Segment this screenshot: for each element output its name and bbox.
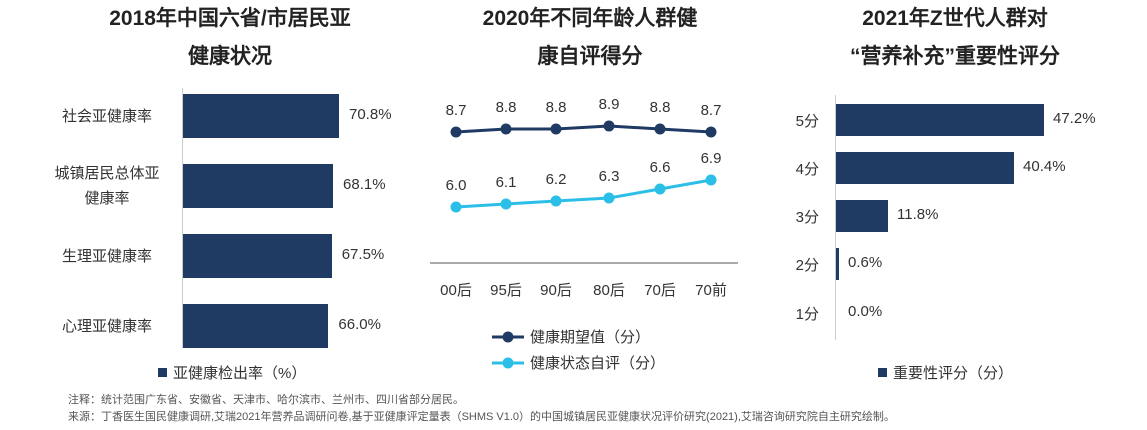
left-value-label: 66.0% xyxy=(338,316,381,333)
left-axis-line xyxy=(182,88,183,348)
middle-data-point xyxy=(550,123,562,135)
middle-x-tick-label: 90后 xyxy=(540,282,572,299)
left-chart-title: 2018年中国六省/市居民亚 健康状况 xyxy=(40,0,420,76)
middle-data-label: 6.3 xyxy=(599,168,620,185)
middle-x-tick-label: 80后 xyxy=(593,282,625,299)
right-category-label: 3分 xyxy=(795,209,819,226)
middle-data-point xyxy=(705,126,717,138)
right-title-line-1: 2021年Z世代人群对 xyxy=(862,7,1048,30)
middle-data-point xyxy=(705,174,717,186)
middle-series-line xyxy=(455,178,712,209)
middle-series-line xyxy=(455,124,712,134)
middle-data-label: 6.0 xyxy=(446,177,467,194)
left-title-line-2: 健康状况 xyxy=(188,45,272,68)
left-category-line: 生理亚健康率 xyxy=(61,247,152,265)
right-value-label: 40.4% xyxy=(1023,158,1066,175)
right-value-label: 0.0% xyxy=(848,303,883,320)
middle-data-label: 8.7 xyxy=(701,102,722,119)
right-bar xyxy=(836,248,839,280)
middle-data-label: 6.1 xyxy=(496,174,517,191)
middle-title-line-2: 康自评得分 xyxy=(537,45,643,68)
left-legend-label: 亚健康检出率（%） xyxy=(173,365,307,382)
right-title-line-2: “营养补充”重要性评分 xyxy=(850,45,1060,68)
legend-line-dot-icon xyxy=(492,331,524,342)
middle-chart-title: 2020年不同年龄人群健 康自评得分 xyxy=(405,0,775,76)
left-value-label: 67.5% xyxy=(341,246,385,263)
left-category-label: 心理亚健康率 xyxy=(42,314,172,339)
middle-data-point xyxy=(500,123,512,135)
middle-data-label: 6.6 xyxy=(650,159,671,176)
middle-data-label: 6.2 xyxy=(546,171,567,188)
left-legend: 亚健康检出率（%） xyxy=(158,362,306,383)
left-category-label: 社会亚健康率 xyxy=(42,104,172,129)
left-bar xyxy=(183,94,339,138)
legend-line-dot-icon xyxy=(492,357,524,368)
right-category-label: 4分 xyxy=(795,161,819,178)
right-category-label: 1分 xyxy=(795,306,819,323)
left-value-label: 68.1% xyxy=(343,176,386,193)
right-value-label: 11.8% xyxy=(897,206,939,223)
left-category-line: 社会亚健康率 xyxy=(61,107,152,125)
source-note: 来源：丁香医生国民健康调研,艾瑞2021年营养品调研问卷,基于亚健康评定量表（S… xyxy=(68,411,895,423)
middle-data-label: 8.8 xyxy=(650,99,671,116)
middle-data-label: 8.9 xyxy=(599,96,620,113)
middle-data-label: 8.8 xyxy=(546,99,567,116)
middle-x-tick-label: 70前 xyxy=(695,282,727,299)
right-value-label: 47.2% xyxy=(1053,110,1096,127)
right-value-label: 0.6% xyxy=(848,254,883,271)
middle-data-point xyxy=(654,123,666,135)
middle-data-point xyxy=(450,126,462,138)
left-value-label: 70.8% xyxy=(349,106,392,123)
middle-data-label: 8.8 xyxy=(496,99,517,116)
footnote: 注释：统计范围广东省、安徽省、天津市、哈尔滨市、兰州市、四川省部分居民。 xyxy=(68,394,464,406)
right-category-label: 5分 xyxy=(795,113,819,130)
left-category-line: 健康率 xyxy=(84,190,130,207)
left-category-label: 城镇居民总体亚 健康率 xyxy=(42,161,172,211)
left-bar xyxy=(183,234,332,278)
middle-title-line-1: 2020年不同年龄人群健 xyxy=(482,7,698,30)
left-category-label: 生理亚健康率 xyxy=(42,244,172,269)
legend-swatch-icon xyxy=(878,368,887,377)
right-chart-title: 2021年Z世代人群对 “营养补充”重要性评分 xyxy=(770,0,1140,76)
middle-data-point xyxy=(603,120,615,132)
right-bar xyxy=(836,152,1015,184)
middle-legend-self-rated-label: 健康状态自评（分） xyxy=(530,355,666,372)
left-bar xyxy=(183,164,334,208)
right-category-label: 2分 xyxy=(795,257,819,274)
middle-data-label: 8.7 xyxy=(446,102,467,119)
middle-data-point xyxy=(603,192,615,204)
middle-data-point xyxy=(550,195,562,207)
right-axis-line xyxy=(835,95,836,340)
middle-legend-expected: 健康期望值（分） xyxy=(492,326,650,347)
middle-legend-self-rated: 健康状态自评（分） xyxy=(492,352,665,373)
middle-data-label: 6.9 xyxy=(701,150,722,167)
left-category-line: 城镇居民总体亚 xyxy=(54,165,160,182)
middle-x-tick-label: 00后 xyxy=(440,282,472,299)
left-category-line: 心理亚健康率 xyxy=(61,317,152,335)
middle-data-point xyxy=(654,183,666,195)
middle-x-tick-label: 70后 xyxy=(644,282,676,299)
right-legend: 重要性评分（分） xyxy=(878,362,1013,383)
legend-swatch-icon xyxy=(158,368,167,377)
middle-x-tick-label: 95后 xyxy=(490,282,522,299)
right-bar xyxy=(836,104,1044,136)
middle-data-point xyxy=(450,201,462,213)
right-legend-label: 重要性评分（分） xyxy=(893,365,1014,382)
middle-legend-expected-label: 健康期望值（分） xyxy=(530,329,651,346)
middle-data-point xyxy=(500,198,512,210)
right-bar xyxy=(836,200,888,232)
left-title-line-1: 2018年中国六省/市居民亚 xyxy=(109,7,351,30)
left-bar xyxy=(183,304,329,348)
